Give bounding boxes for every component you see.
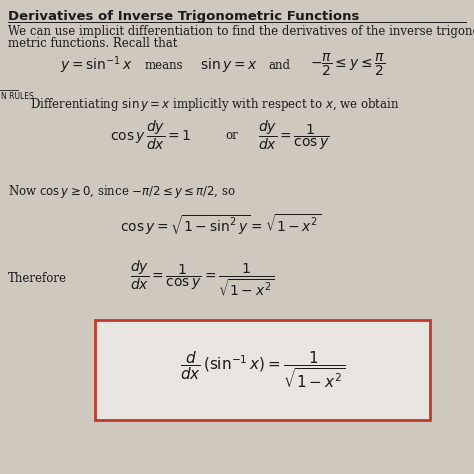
Text: $\dfrac{dy}{dx} = \dfrac{1}{\cos y}$: $\dfrac{dy}{dx} = \dfrac{1}{\cos y}$ [258, 118, 330, 152]
Text: $\dfrac{d}{dx}\,(\sin^{-1}x) = \dfrac{1}{\sqrt{1 - x^2}}$: $\dfrac{d}{dx}\,(\sin^{-1}x) = \dfrac{1}… [180, 350, 345, 390]
Text: means: means [145, 58, 183, 72]
Text: metric functions. Recall that: metric functions. Recall that [8, 37, 177, 50]
Text: Now $\cos y \geq 0$, since $-\pi/2 \leq y \leq \pi/2$, so: Now $\cos y \geq 0$, since $-\pi/2 \leq … [8, 183, 236, 200]
Text: $-\dfrac{\pi}{2} \leq y \leq \dfrac{\pi}{2}$: $-\dfrac{\pi}{2} \leq y \leq \dfrac{\pi}… [310, 52, 385, 78]
Text: $\sin y = x$: $\sin y = x$ [200, 56, 258, 74]
Text: Derivatives of Inverse Trigonometric Functions: Derivatives of Inverse Trigonometric Fun… [8, 10, 359, 23]
Text: $y = \sin^{-1}x$: $y = \sin^{-1}x$ [60, 54, 133, 76]
Text: $\cos y = \sqrt{1 - \sin^2 y} = \sqrt{1 - x^2}$: $\cos y = \sqrt{1 - \sin^2 y} = \sqrt{1 … [120, 212, 321, 237]
Bar [95, 320, 430, 420]
Text: or: or [225, 128, 238, 142]
Text: Therefore: Therefore [8, 272, 67, 284]
Text: N RULES: N RULES [1, 92, 34, 101]
Text: Differentiating $\sin y = x$ implicitly with respect to $x$, we obtain: Differentiating $\sin y = x$ implicitly … [30, 96, 400, 113]
Text: and: and [268, 58, 290, 72]
Text: We can use implicit differentiation to find the derivatives of the inverse trigo: We can use implicit differentiation to f… [8, 25, 474, 38]
Text: $\dfrac{dy}{dx} = \dfrac{1}{\cos y} = \dfrac{1}{\sqrt{1 - x^2}}$: $\dfrac{dy}{dx} = \dfrac{1}{\cos y} = \d… [130, 258, 274, 298]
Text: $\cos y\,\dfrac{dy}{dx} = 1$: $\cos y\,\dfrac{dy}{dx} = 1$ [110, 118, 191, 152]
